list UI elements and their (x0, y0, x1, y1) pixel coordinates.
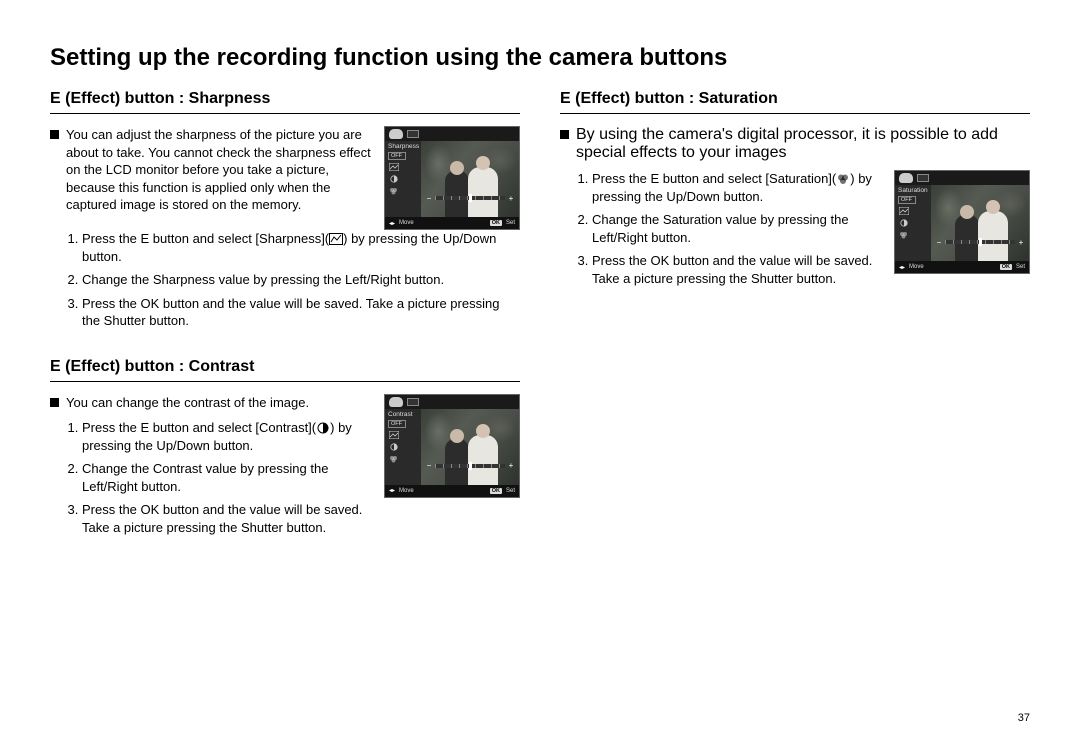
sharpness-row-icon (389, 163, 399, 171)
step-1: Press the E button and select [Sharpness… (82, 230, 520, 265)
lcd-set: Set (506, 220, 515, 226)
lcd-move: Move (399, 488, 414, 494)
lcd-preview-contrast: Contrast OFF −+ (384, 394, 520, 498)
step-1: Press the E button and select [Contrast]… (82, 419, 372, 454)
palette-icon (389, 397, 403, 407)
steps-contrast: Press the E button and select [Contrast]… (50, 419, 372, 536)
intro-text: You can adjust the sharpness of the pict… (66, 126, 372, 214)
step-2: Change the Saturation value by pressing … (592, 211, 882, 246)
intro-text: You can change the contrast of the image… (66, 394, 372, 412)
mode-icon (407, 398, 419, 406)
right-column: E (Effect) button : Saturation By using … (560, 90, 1030, 571)
lcd-slider: −+ (423, 193, 517, 203)
lcd-ok: OK (490, 488, 502, 494)
mode-icon (407, 130, 419, 138)
step-3: Press the OK button and the value will b… (82, 501, 372, 536)
intro-sharpness: You can adjust the sharpness of the pict… (50, 126, 372, 214)
bullet-icon (50, 398, 59, 407)
left-column: E (Effect) button : Sharpness You can ad… (50, 90, 520, 571)
palette-icon (899, 173, 913, 183)
lcd-set: Set (506, 488, 515, 494)
bullet-icon (560, 130, 569, 139)
intro-saturation: By using the camera's digital processor,… (560, 126, 1030, 162)
bullet-icon (50, 130, 59, 139)
section-saturation: E (Effect) button : Saturation By using … (560, 90, 1030, 293)
lcd-off: OFF (388, 420, 406, 428)
step-3: Press the OK button and the value will b… (592, 252, 882, 287)
heading-saturation: E (Effect) button : Saturation (560, 90, 1030, 114)
contrast-row-icon (389, 175, 399, 183)
lcd-ok: OK (490, 220, 502, 226)
lcd-preview-saturation: Saturation OFF −+ (894, 170, 1030, 274)
page-number: 37 (1018, 712, 1030, 724)
step-3: Press the OK button and the value will b… (82, 295, 520, 330)
arrows-icon: ◂▸ (389, 487, 395, 494)
lcd-slider: −+ (423, 461, 517, 471)
saturation-row-icon (389, 455, 399, 463)
sharpness-row-icon (899, 207, 909, 215)
lcd-set: Set (1016, 264, 1025, 270)
arrows-icon: ◂▸ (899, 264, 905, 271)
contrast-row-icon (899, 219, 909, 227)
step-2: Change the Sharpness value by pressing t… (82, 271, 520, 289)
steps-saturation: Press the E button and select [Saturatio… (560, 170, 882, 287)
lcd-off: OFF (388, 152, 406, 160)
content-columns: E (Effect) button : Sharpness You can ad… (50, 90, 1030, 571)
sharpness-row-icon (389, 431, 399, 439)
mode-icon (917, 174, 929, 182)
lcd-off: OFF (898, 196, 916, 204)
heading-contrast: E (Effect) button : Contrast (50, 358, 520, 382)
arrows-icon: ◂▸ (389, 220, 395, 227)
page-title: Setting up the recording function using … (50, 44, 1030, 72)
contrast-row-icon (389, 443, 399, 451)
steps-sharpness: Press the E button and select [Sharpness… (50, 230, 520, 330)
step-1: Press the E button and select [Saturatio… (592, 170, 882, 205)
intro-text: By using the camera's digital processor,… (576, 126, 1030, 162)
lcd-label: Sharpness (385, 141, 421, 151)
section-sharpness: E (Effect) button : Sharpness You can ad… (50, 90, 520, 330)
step-2: Change the Contrast value by pressing th… (82, 460, 372, 495)
lcd-move: Move (909, 264, 924, 270)
saturation-icon (836, 173, 850, 185)
section-contrast: E (Effect) button : Contrast You can cha… (50, 358, 520, 543)
lcd-label: Saturation (895, 185, 931, 195)
lcd-preview-sharpness: Sharpness OFF −+ (384, 126, 520, 230)
heading-sharpness: E (Effect) button : Sharpness (50, 90, 520, 114)
saturation-row-icon (389, 187, 399, 195)
palette-icon (389, 129, 403, 139)
intro-contrast: You can change the contrast of the image… (50, 394, 372, 412)
lcd-move: Move (399, 220, 414, 226)
saturation-row-icon (899, 231, 909, 239)
lcd-ok: OK (1000, 264, 1012, 270)
sharpness-icon (329, 233, 343, 245)
lcd-slider: −+ (933, 237, 1027, 247)
contrast-icon (316, 422, 330, 434)
lcd-label: Contrast (385, 409, 421, 419)
